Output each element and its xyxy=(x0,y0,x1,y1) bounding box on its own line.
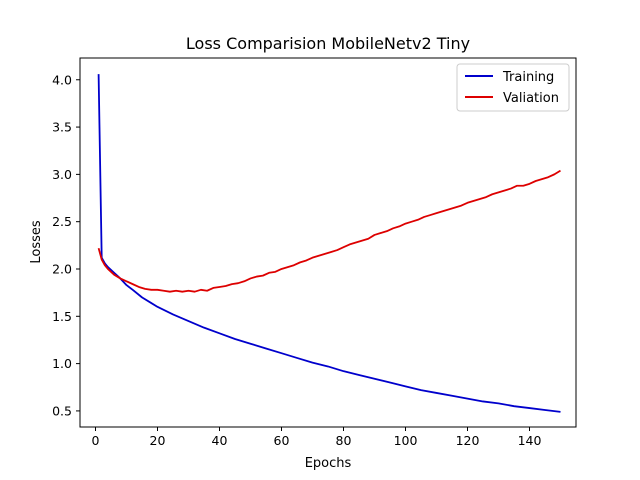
x-axis-ticks: 0 20 40 60 80 100 120 140 xyxy=(92,427,542,448)
y-tick-label: 1.5 xyxy=(52,309,72,324)
x-axis-label: Epochs xyxy=(305,456,352,471)
chart-title: Loss Comparision MobileNetv2 Tiny xyxy=(186,34,470,53)
x-tick-label: 140 xyxy=(518,433,542,448)
y-tick-label: 3.5 xyxy=(52,120,72,135)
x-tick-label: 60 xyxy=(274,433,290,448)
plot-background xyxy=(80,58,576,427)
x-tick-label: 20 xyxy=(150,433,166,448)
plot-frame xyxy=(79,57,577,428)
y-tick-label: 0.5 xyxy=(52,403,72,418)
legend: Training Valiation xyxy=(456,63,570,112)
y-tick-label: 2.5 xyxy=(52,214,72,229)
y-axis-label: Losses xyxy=(29,220,44,264)
legend-label-validation: Valiation xyxy=(503,91,559,106)
y-axis-ticks: 0.5 1.0 1.5 2.0 2.5 3.0 3.5 4.0 xyxy=(52,72,80,418)
x-tick-label: 100 xyxy=(394,433,418,448)
series-line-validation xyxy=(97,169,561,293)
plot-area xyxy=(80,58,576,427)
legend-label-training: Training xyxy=(502,70,554,85)
y-tick-label: 1.0 xyxy=(52,356,72,371)
x-tick-label: 40 xyxy=(212,433,228,448)
x-tick-label: 0 xyxy=(92,433,100,448)
y-tick-label: 2.0 xyxy=(52,261,72,276)
y-tick-label: 4.0 xyxy=(52,72,72,87)
series-layer xyxy=(97,74,561,413)
x-tick-label: 80 xyxy=(336,433,352,448)
y-tick-label: 3.0 xyxy=(52,167,72,182)
x-tick-label: 120 xyxy=(456,433,480,448)
